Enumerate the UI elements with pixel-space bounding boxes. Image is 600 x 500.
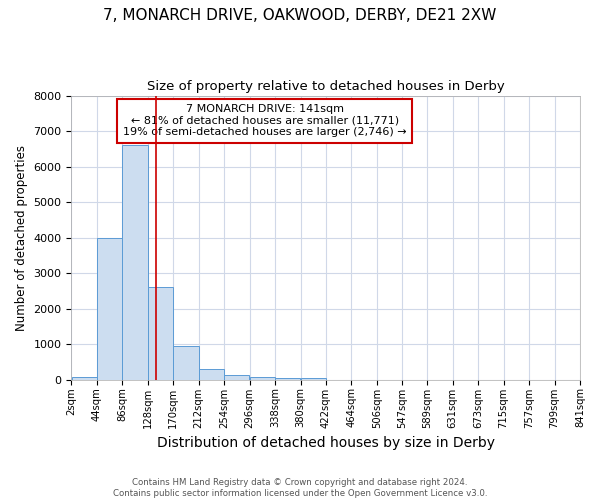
Bar	[97, 238, 122, 380]
Bar	[173, 346, 199, 380]
Bar	[122, 146, 148, 380]
Text: 7, MONARCH DRIVE, OAKWOOD, DERBY, DE21 2XW: 7, MONARCH DRIVE, OAKWOOD, DERBY, DE21 2…	[103, 8, 497, 22]
Bar	[301, 378, 326, 380]
Bar	[71, 377, 97, 380]
Bar	[250, 377, 275, 380]
Text: Contains HM Land Registry data © Crown copyright and database right 2024.
Contai: Contains HM Land Registry data © Crown c…	[113, 478, 487, 498]
Text: 7 MONARCH DRIVE: 141sqm
← 81% of detached houses are smaller (11,771)
19% of sem: 7 MONARCH DRIVE: 141sqm ← 81% of detache…	[123, 104, 406, 138]
Bar	[224, 376, 250, 380]
Title: Size of property relative to detached houses in Derby: Size of property relative to detached ho…	[147, 80, 505, 93]
Bar	[148, 288, 173, 380]
Y-axis label: Number of detached properties: Number of detached properties	[15, 144, 28, 330]
Bar	[275, 378, 301, 380]
X-axis label: Distribution of detached houses by size in Derby: Distribution of detached houses by size …	[157, 436, 495, 450]
Bar	[199, 368, 224, 380]
